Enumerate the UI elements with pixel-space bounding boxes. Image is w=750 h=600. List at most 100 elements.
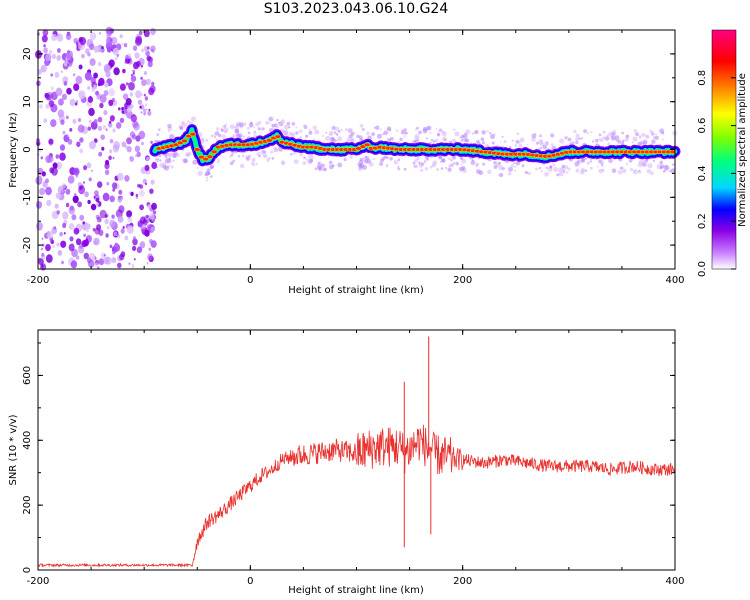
noise-speckle (139, 189, 145, 197)
band-halo-speckle (221, 134, 226, 139)
noise-speckle (71, 214, 77, 221)
noise-speckle (68, 243, 75, 252)
noise-speckle (55, 154, 60, 159)
noise-speckle (76, 141, 81, 148)
noise-speckle (117, 196, 123, 203)
noise-speckle (103, 64, 111, 73)
band-halo-speckle (205, 139, 208, 142)
band-halo-speckle (542, 144, 547, 150)
band-halo-speckle (503, 140, 507, 144)
band-halo-speckle (414, 164, 419, 168)
noise-speckle (98, 258, 105, 266)
band-halo-speckle (422, 128, 428, 134)
noise-speckle (42, 29, 49, 37)
band-halo-speckle (445, 166, 447, 169)
noise-speckle (145, 182, 147, 186)
noise-speckle (103, 254, 106, 257)
band-halo-speckle (621, 141, 625, 145)
noise-speckle (75, 255, 80, 260)
band-halo-speckle (337, 129, 341, 133)
band-halo-speckle (286, 121, 291, 126)
band-halo-speckle (156, 158, 159, 161)
noise-speckle (111, 214, 115, 219)
noise-speckle (93, 195, 96, 199)
band-halo-speckle (545, 166, 549, 169)
band-halo-speckle (415, 128, 418, 131)
band-halo-speckle (423, 159, 427, 162)
band-halo-speckle (638, 170, 640, 172)
noise-speckle (89, 32, 97, 41)
band-halo-speckle (291, 122, 296, 126)
band-halo-speckle (629, 167, 634, 172)
snr-panel: -200 0 200 400 0 200 400 600 Height of straight… (8, 329, 685, 596)
noise-speckle (62, 76, 69, 84)
noise-speckle (117, 262, 122, 269)
noise-speckle (60, 70, 63, 73)
noise-speckle (99, 94, 107, 103)
noise-speckle (144, 103, 148, 107)
noise-speckle (100, 252, 106, 259)
band-halo-speckle (253, 131, 257, 135)
band-halo-speckle (239, 163, 245, 169)
noise-speckle (119, 117, 125, 124)
band-halo-speckle (631, 141, 634, 144)
band-halo-speckle (329, 130, 334, 136)
band-halo-speckle (367, 135, 372, 141)
band-halo-speckle (414, 136, 419, 141)
noise-speckle (67, 134, 70, 138)
band-halo-speckle (318, 162, 321, 165)
band-halo-speckle (308, 128, 311, 131)
band-halo-speckle (209, 164, 214, 169)
band-halo-speckle (575, 137, 580, 142)
band-halo-speckle (358, 159, 364, 165)
band-halo-speckle (454, 131, 460, 137)
noise-speckle (147, 110, 152, 116)
noise-speckle (96, 197, 100, 203)
noise-speckle (151, 81, 155, 86)
band-halo-speckle (489, 132, 492, 135)
band-halo-speckle (314, 167, 318, 170)
noise-speckle (102, 124, 107, 130)
noise-speckle (65, 33, 72, 40)
band-halo-speckle (251, 157, 256, 162)
colorbar: 0.0 0.2 0.4 0.6 0.8 Normalized spectral ampl… (697, 29, 748, 277)
band-halo-speckle (590, 131, 593, 134)
band-halo-speckle (513, 162, 516, 165)
noise-speckle (129, 92, 134, 97)
noise-speckle (111, 182, 118, 190)
band-halo-speckle (640, 140, 643, 143)
band-halo-speckle (516, 132, 519, 135)
band-halo-speckle (413, 139, 418, 144)
band-halo-speckle (343, 157, 347, 162)
band-halo-speckle (167, 152, 173, 158)
band-halo-speckle (642, 161, 648, 167)
noise-speckle (69, 236, 74, 242)
band-halo-speckle (234, 125, 236, 128)
noise-speckle (86, 162, 92, 169)
band-halo-speckle (181, 122, 187, 128)
noise-speckle (106, 36, 113, 45)
noise-speckle (117, 172, 124, 181)
noise-speckle (131, 134, 137, 140)
y-tick-label: 400 (22, 431, 33, 450)
band-halo-speckle (361, 164, 367, 170)
band-halo-speckle (258, 155, 261, 158)
noise-speckle (62, 211, 69, 220)
band-halo-speckle (277, 121, 280, 124)
band-halo-speckle (418, 163, 424, 168)
band-halo-speckle (322, 135, 324, 137)
band-halo-speckle (521, 164, 525, 168)
noise-speckle (125, 54, 129, 60)
band-halo-speckle (586, 132, 589, 135)
noise-speckle (87, 257, 92, 264)
noise-speckle (121, 107, 124, 111)
band-halo-speckle (635, 132, 639, 137)
colorbar-label: Normalized spectral amplitude (737, 73, 748, 227)
noise-speckle (50, 73, 53, 77)
noise-speckle (134, 145, 141, 153)
band-halo-speckle (205, 179, 208, 182)
peak-marker (194, 147, 201, 152)
band-halo-speckle (617, 170, 623, 175)
band-halo-speckle (210, 175, 213, 178)
noise-speckle (122, 93, 129, 100)
